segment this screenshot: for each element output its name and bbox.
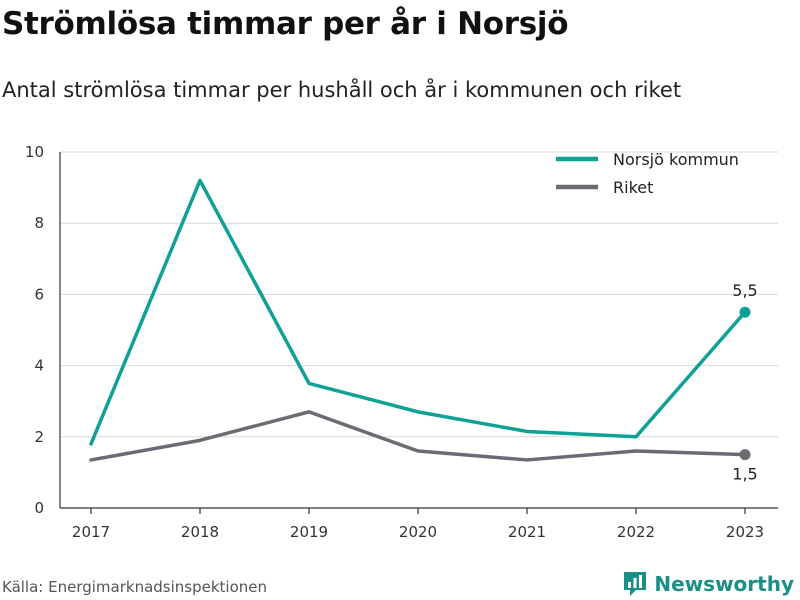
legend-label: Norsjö kommun [613, 150, 739, 169]
y-tick-label: 0 [34, 499, 44, 517]
y-tick-label: 6 [34, 285, 44, 303]
x-tick-label: 2019 [290, 523, 328, 541]
series-line-riket [89, 410, 747, 462]
y-tick-label: 8 [34, 214, 44, 232]
legend-label: Riket [613, 178, 653, 197]
end-point-marker [739, 449, 751, 461]
source-note: Källa: Energimarknadsinspektionen [2, 578, 268, 596]
y-tick-label: 4 [34, 357, 44, 375]
x-tick-label: 2022 [617, 523, 655, 541]
data-label-norsjo-2023: 5,5 [732, 281, 757, 300]
x-tick-label: 2023 [726, 523, 764, 541]
x-tick-label: 2017 [72, 523, 110, 541]
series-line-norsjo [89, 178, 747, 446]
end-point-marker [739, 306, 751, 318]
chart-title: Strömlösa timmar per år i Norsjö [2, 6, 569, 42]
x-tick-label: 2020 [399, 523, 437, 541]
brand-name: Newsworthy [654, 572, 794, 596]
x-tick-label: 2018 [181, 523, 219, 541]
chart-subtitle: Antal strömlösa timmar per hushåll och å… [2, 78, 682, 102]
data-label-riket-2023: 1,5 [732, 465, 757, 484]
newsworthy-logo-icon [624, 572, 647, 596]
y-tick-label: 10 [25, 143, 44, 161]
y-tick-label: 2 [34, 428, 44, 446]
x-tick-label: 2021 [508, 523, 546, 541]
brand-logo: Newsworthy [622, 570, 794, 598]
